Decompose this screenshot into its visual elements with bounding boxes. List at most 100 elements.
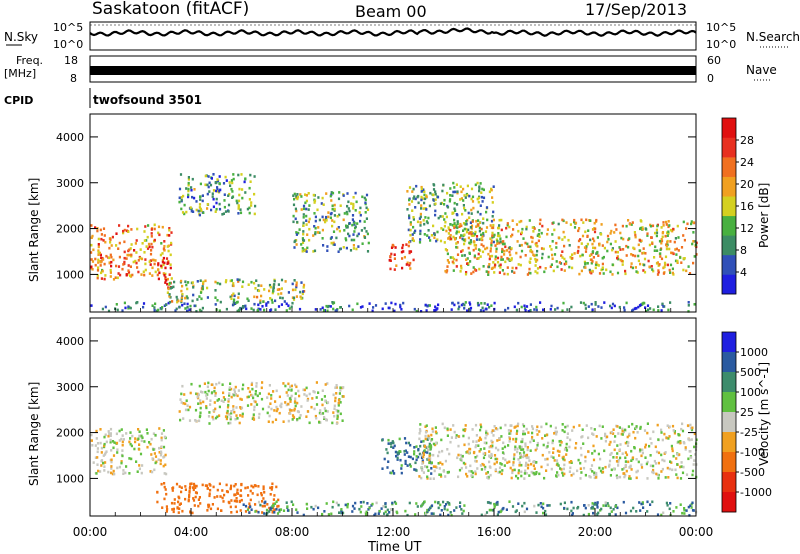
power-cell [250,204,253,207]
power-cell [643,263,646,267]
velocity-cell [293,409,296,412]
power-cell [136,266,139,269]
noise-left-label: N.Sky [4,30,38,44]
power-cell [151,266,154,270]
velocity-cell [475,434,478,437]
power-cell [248,211,251,215]
velocity-cell [254,484,257,488]
velocity-cell [229,505,232,509]
xtick-label: 20:00 [578,525,613,539]
velocity-cell [497,471,500,474]
power-cell [181,211,185,214]
power-cell [662,305,665,308]
power-cell [199,195,202,199]
velocity-cell [602,504,605,507]
velocity-cell [362,500,365,504]
power-cell [639,262,642,266]
velocity-cell [488,455,491,458]
power-cell [476,301,480,305]
power-cell [476,197,479,201]
power-cell [256,308,260,312]
power-cell [459,270,462,273]
power-cell [409,233,412,237]
power-cell [659,255,662,258]
power-cell [238,278,241,282]
power-cell [150,235,153,238]
velocity-cell [306,397,310,401]
power-cell [419,238,422,241]
velocity-cell [560,468,563,471]
velocity-cell [609,453,612,456]
velocity-cell [695,438,698,442]
velocity-cell [589,468,592,471]
power-cell [671,251,674,255]
velocity-cell [393,500,397,504]
power-cell [430,234,433,237]
velocity-cell [576,469,579,473]
power-cell [609,242,612,246]
power-cell [469,303,472,306]
power-cell [491,231,494,235]
power-cell [222,212,225,215]
velocity-cell [619,443,622,446]
velocity-cell [250,383,253,386]
velocity-cell [99,428,102,431]
power-cell [487,252,490,256]
velocity-cell [596,503,599,507]
power-cell [447,226,450,229]
power-cell [573,226,577,229]
power-cell [482,188,485,192]
velocity-cell [537,503,540,507]
power-cell [300,281,303,284]
velocity-cell [589,475,592,479]
velocity-cell [160,438,163,442]
power-cell [451,212,454,215]
power-cell [651,224,655,228]
power-cell [432,193,435,197]
power-cell [121,267,124,271]
velocity-cell [152,432,155,435]
power-cell [352,196,355,199]
power-cell [656,224,659,228]
velocity-cell [158,427,161,430]
velocity-cell [227,500,230,504]
velocity-cell [235,497,238,500]
velocity-cell [629,477,632,480]
power-cell [123,256,126,260]
velocity-cell [108,432,111,436]
power-colorbar-label: Power [dB] [757,183,771,248]
velocity-cell [135,460,138,463]
velocity-cell [160,482,163,486]
velocity-cell [176,506,179,509]
power-cell [234,301,237,305]
power-cell [482,231,485,235]
velocity-cell [274,400,277,403]
power-cell [94,257,97,261]
power-cell [540,247,544,250]
velocity-cell [551,439,554,443]
power-cell [538,229,541,232]
power-cell [110,260,113,264]
ytick-label: 2000 [56,427,84,440]
power-cell [277,292,280,296]
power-cell [452,235,455,239]
power-cell [157,263,160,267]
velocity-cell [405,441,408,445]
velocity-cell [446,434,449,437]
power-cell [427,216,430,220]
power-cell [470,197,473,201]
power-cell [306,233,309,236]
velocity-cell [464,424,467,427]
velocity-cell [162,445,166,449]
velocity-cell [604,501,607,504]
velocity-cell [681,511,684,515]
velocity-cell [553,432,556,435]
power-cell [354,191,357,195]
velocity-cell [227,398,230,401]
velocity-cell [572,506,575,510]
velocity-cell [194,419,197,422]
velocity-cell [516,477,520,480]
velocity-cell [254,400,257,404]
power-cell [291,288,295,292]
power-cell [366,208,370,211]
